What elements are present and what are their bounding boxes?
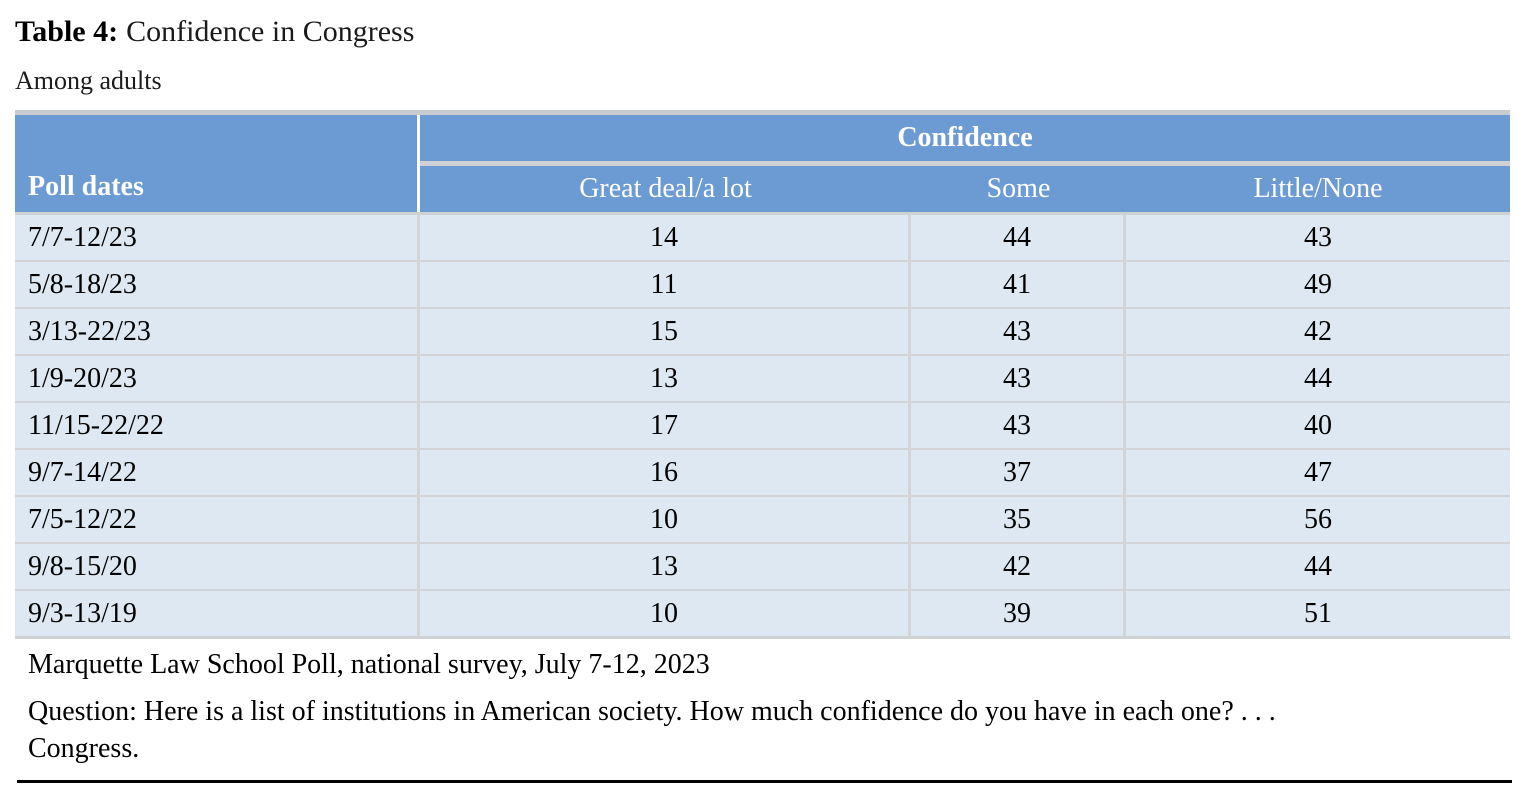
table-row: 11/15-22/22 17 43 40 xyxy=(15,403,1510,448)
value-cell: 43 xyxy=(911,309,1123,354)
poll-date-cell: 3/13-22/23 xyxy=(15,309,417,354)
column-header-some: Some xyxy=(986,173,1051,204)
value-cell: 51 xyxy=(1126,591,1510,636)
poll-date-cell: 9/8-15/20 xyxy=(15,544,417,589)
confidence-table: Poll dates Confidence Great deal/a lot S… xyxy=(15,110,1510,639)
value-cell: 42 xyxy=(911,544,1123,589)
poll-date-cell: 9/3-13/19 xyxy=(15,591,417,636)
confidence-group-header: Confidence xyxy=(420,115,1510,161)
value-cell: 16 xyxy=(420,450,908,495)
value-cell: 17 xyxy=(420,403,908,448)
table-row: 3/13-22/23 15 43 42 xyxy=(15,309,1510,354)
table-header: Poll dates Confidence Great deal/a lot S… xyxy=(15,115,1510,212)
value-cell: 13 xyxy=(420,544,908,589)
value-cell: 43 xyxy=(1126,215,1510,260)
value-cell: 47 xyxy=(1126,450,1510,495)
table-body: 7/7-12/23 14 44 43 5/8-18/23 11 41 49 3/… xyxy=(15,215,1510,636)
value-cell: 42 xyxy=(1126,309,1510,354)
poll-date-cell: 7/5-12/22 xyxy=(15,497,417,542)
table-row: 7/5-12/22 10 35 56 xyxy=(15,497,1510,542)
value-cell: 40 xyxy=(1126,403,1510,448)
value-cell: 43 xyxy=(911,403,1123,448)
table-row: 9/7-14/22 16 37 47 xyxy=(15,450,1510,495)
bottom-rule xyxy=(17,780,1512,783)
table-bottom-border xyxy=(15,636,1510,639)
value-cell: 39 xyxy=(911,591,1123,636)
value-cell: 11 xyxy=(420,262,908,307)
table-row: 9/8-15/20 13 42 44 xyxy=(15,544,1510,589)
value-cell: 56 xyxy=(1126,497,1510,542)
source-note: Marquette Law School Poll, national surv… xyxy=(28,649,710,680)
question-note: Question: Here is a list of institutions… xyxy=(28,693,1510,767)
table-title-text: Confidence in Congress xyxy=(126,15,415,48)
table-row: 7/7-12/23 14 44 43 xyxy=(15,215,1510,260)
table-subtitle: Among adults xyxy=(15,66,162,95)
page-title: Table 4: Confidence in Congress xyxy=(15,14,1510,50)
value-cell: 37 xyxy=(911,450,1123,495)
value-cell: 10 xyxy=(420,591,908,636)
value-cell: 44 xyxy=(1126,544,1510,589)
question-line-2: Congress. xyxy=(28,733,140,764)
poll-dates-header: Poll dates xyxy=(15,115,417,212)
value-cell: 41 xyxy=(911,262,1123,307)
table-row: 9/3-13/19 10 39 51 xyxy=(15,591,1510,636)
value-cell: 35 xyxy=(911,497,1123,542)
column-header-little-none: Little/None xyxy=(1253,173,1383,204)
value-cell: 44 xyxy=(1126,356,1510,401)
poll-date-cell: 11/15-22/22 xyxy=(15,403,417,448)
column-header-great-deal: Great deal/a lot xyxy=(579,173,752,204)
confidence-header-group: Confidence Great deal/a lot Some Little/… xyxy=(420,115,1510,212)
question-line-1: Question: Here is a list of institutions… xyxy=(28,696,1276,727)
poll-date-cell: 1/9-20/23 xyxy=(15,356,417,401)
value-cell: 14 xyxy=(420,215,908,260)
value-cell: 13 xyxy=(420,356,908,401)
poll-date-cell: 7/7-12/23 xyxy=(15,215,417,260)
table-number-label: Table 4: xyxy=(15,15,119,48)
table-row: 1/9-20/23 13 43 44 xyxy=(15,356,1510,401)
poll-date-cell: 5/8-18/23 xyxy=(15,262,417,307)
value-cell: 15 xyxy=(420,309,908,354)
table-row: 5/8-18/23 11 41 49 xyxy=(15,262,1510,307)
value-cell: 43 xyxy=(911,356,1123,401)
sub-header-row: Great deal/a lot Some Little/None xyxy=(420,166,1510,212)
header-body-divider xyxy=(15,212,1510,215)
poll-date-cell: 9/7-14/22 xyxy=(15,450,417,495)
table-top-border xyxy=(15,110,1510,115)
value-cell: 10 xyxy=(420,497,908,542)
value-cell: 49 xyxy=(1126,262,1510,307)
value-cell: 44 xyxy=(911,215,1123,260)
header-divider xyxy=(420,161,1510,166)
